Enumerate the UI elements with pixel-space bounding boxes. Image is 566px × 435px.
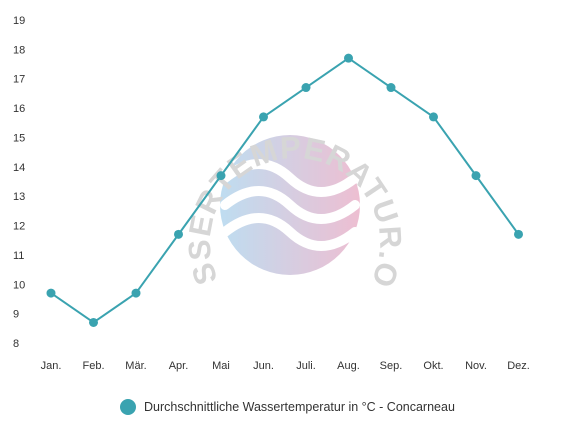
x-tick-label: Aug. — [337, 360, 360, 372]
data-point[interactable] — [174, 229, 183, 239]
legend-label: Durchschnittliche Wassertemperatur in °C… — [144, 400, 455, 414]
y-tick-label: 12 — [13, 221, 25, 233]
data-point[interactable] — [89, 317, 98, 327]
x-tick-label: Mai — [212, 360, 230, 372]
x-tick-label: Juli. — [296, 360, 316, 372]
x-tick-label: Jan. — [41, 360, 62, 372]
watermark-text-path: WASSERTEMPERATUR.ORG — [0, 0, 407, 293]
data-point[interactable] — [46, 288, 56, 298]
watermark-logo: WASSERTEMPERATUR.ORG — [0, 0, 408, 293]
data-point[interactable] — [471, 171, 481, 181]
x-tick-label: Okt. — [423, 360, 443, 372]
y-tick-label: 8 — [13, 338, 19, 350]
data-point[interactable] — [131, 288, 141, 298]
legend[interactable]: Durchschnittliche Wassertemperatur in °C… — [120, 398, 455, 416]
watermark-wave-2 — [220, 186, 360, 224]
y-tick-label: 10 — [13, 279, 25, 291]
y-tick-label: 9 — [13, 309, 19, 321]
data-point[interactable] — [259, 112, 268, 122]
x-tick-label: Nov. — [465, 360, 487, 372]
y-tick-label: 13 — [13, 191, 25, 203]
data-point[interactable] — [429, 112, 438, 122]
y-axis: 8 9 10 11 12 13 14 15 16 17 18 19 — [13, 15, 25, 350]
y-tick-label: 18 — [13, 44, 25, 56]
watermark-wave-1 — [220, 159, 360, 197]
data-point[interactable] — [386, 83, 396, 93]
x-tick-label: Dez. — [507, 360, 530, 372]
y-tick-label: 15 — [13, 132, 25, 144]
y-tick-label: 19 — [13, 15, 25, 27]
y-tick-label: 11 — [13, 250, 24, 262]
y-tick-label: 16 — [13, 103, 25, 115]
watermark-text: WASSERTEMPERATUR.ORG — [0, 0, 408, 293]
data-point[interactable] — [216, 171, 226, 181]
y-tick-label: 14 — [13, 162, 25, 174]
data-point[interactable] — [344, 53, 353, 63]
x-tick-label: Jun. — [253, 360, 274, 372]
series-layer — [46, 53, 523, 327]
x-tick-label: Mär. — [125, 360, 146, 372]
x-axis: Jan. Feb. Mär. Apr. Mai Jun. Juli. Aug. Sep. Okt.… — [41, 360, 530, 372]
x-tick-label: Sep. — [380, 360, 403, 372]
watermark-wave-3 — [220, 213, 360, 251]
data-point[interactable] — [301, 83, 311, 93]
x-tick-label: Feb. — [82, 360, 104, 372]
data-point[interactable] — [514, 229, 523, 239]
y-tick-label: 17 — [13, 74, 25, 86]
series-line — [50, 57, 520, 324]
legend-marker — [120, 399, 136, 415]
x-tick-label: Apr. — [169, 360, 189, 372]
